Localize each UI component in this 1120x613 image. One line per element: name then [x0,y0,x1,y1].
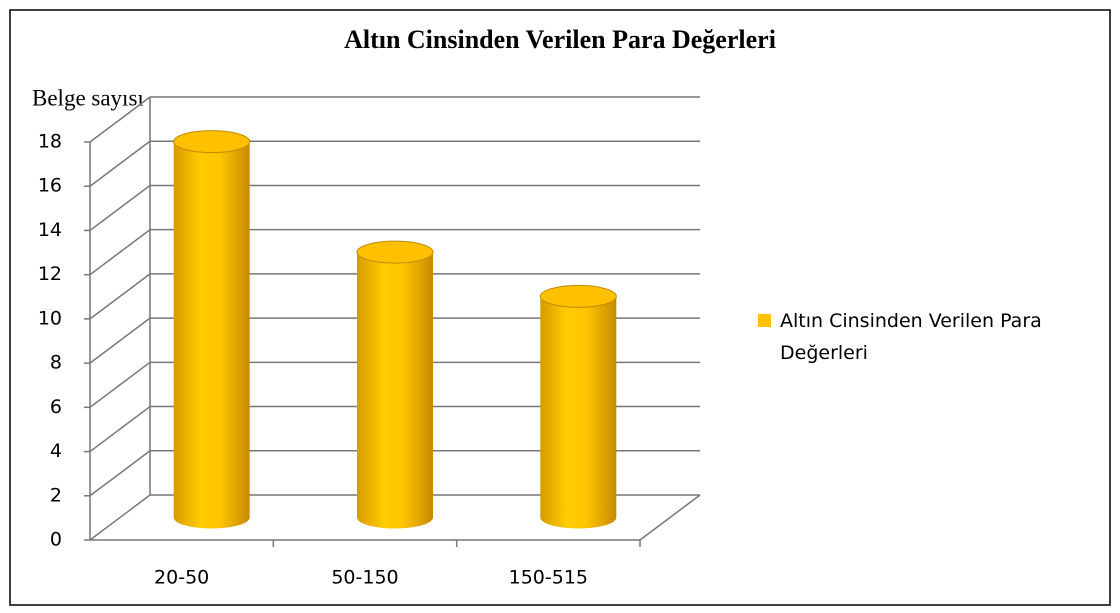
grid-line [89,96,151,143]
bar [173,141,250,529]
bar-top [539,284,617,308]
legend: Altın Cinsinden Verilen Para Değerleri [758,305,1088,369]
y-tick-label: 10 [38,307,62,329]
grid-line [89,273,151,320]
y-tick-label: 0 [50,529,62,551]
bar [357,252,433,529]
bar-top [356,240,434,264]
y-tick-label: 4 [50,440,62,462]
x-tick-label: 150-515 [509,567,588,589]
grid-line [89,317,151,364]
grid-line [89,450,151,497]
grid-line [89,140,151,187]
y-tick-label: 18 [38,131,62,153]
x-tick-label: 20-50 [154,567,209,589]
grid-line [89,494,151,541]
floor-line [639,494,701,541]
grid-line [89,184,151,232]
bar-top [173,130,251,154]
chart-title: Altın Cinsinden Verilen Para Değerleri [344,25,776,54]
y-tick-label: 8 [50,352,62,374]
y-tick-label: 2 [50,484,62,506]
y-tick-label: 16 [38,175,62,197]
y-tick-label: 14 [38,219,62,241]
legend-label: Altın Cinsinden Verilen Para Değerleri [780,310,1042,364]
grid-line [89,405,151,453]
y-tick-label: 6 [50,396,62,418]
grid-line [89,229,151,276]
y-tick-label: 12 [38,263,62,285]
bar [540,296,617,529]
x-tick-label: 50-150 [331,567,398,589]
grid-line [89,361,151,408]
y-axis-label: Belge sayısı [32,85,144,110]
legend-swatch [758,314,771,327]
